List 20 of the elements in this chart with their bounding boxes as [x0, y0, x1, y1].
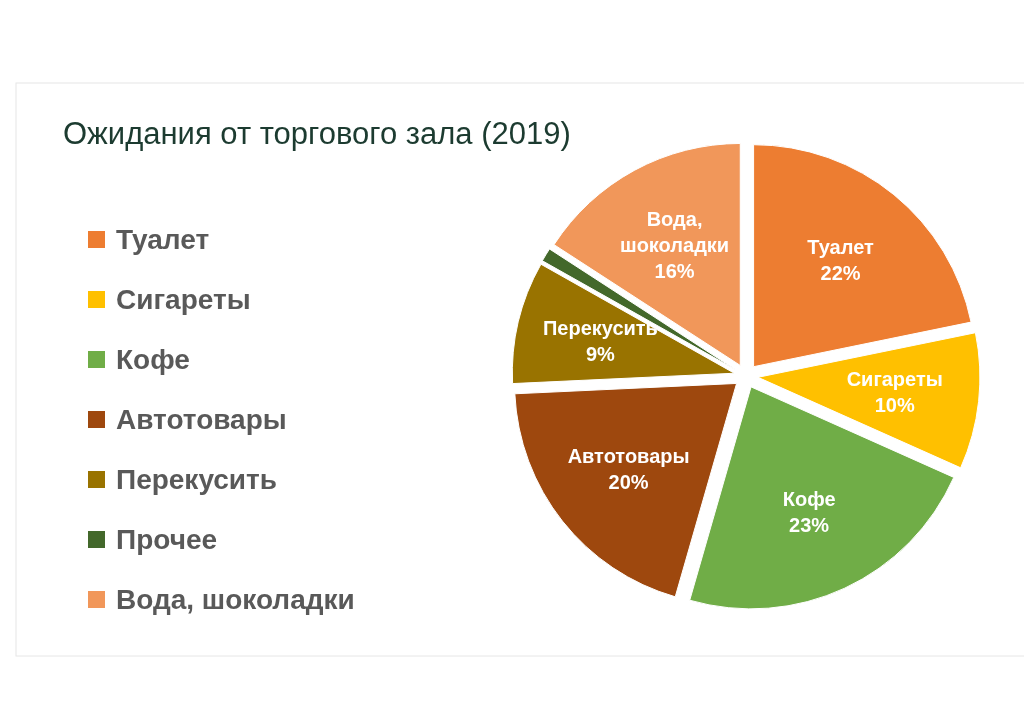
data-label: 23%	[789, 513, 830, 536]
slice-label: Сигареты	[846, 368, 943, 391]
legend-label: Прочее	[116, 524, 218, 555]
data-label: 20%	[608, 470, 649, 493]
chart-title: Ожидания от торгового зала (2019)	[63, 116, 571, 151]
legend-label: Вода, шоколадки	[116, 584, 355, 615]
legend-label: Кофе	[116, 344, 190, 375]
data-label: 10%	[874, 394, 915, 417]
data-label: 16%	[654, 259, 695, 282]
legend-label: Перекусить	[116, 464, 277, 495]
slice-label: Вода, шоколадки	[619, 207, 730, 256]
legend-label: Сигареты	[116, 284, 251, 315]
slice-label: Автотовары	[567, 444, 690, 467]
legend-label: Туалет	[116, 224, 210, 255]
slice-label: Кофе	[782, 487, 836, 510]
slice-label: Перекусить	[542, 317, 658, 340]
data-label: 9%	[585, 343, 616, 366]
data-label: 22%	[820, 262, 861, 285]
legend-label: Автотовары	[116, 404, 287, 435]
slice-label: Туалет	[807, 236, 875, 259]
